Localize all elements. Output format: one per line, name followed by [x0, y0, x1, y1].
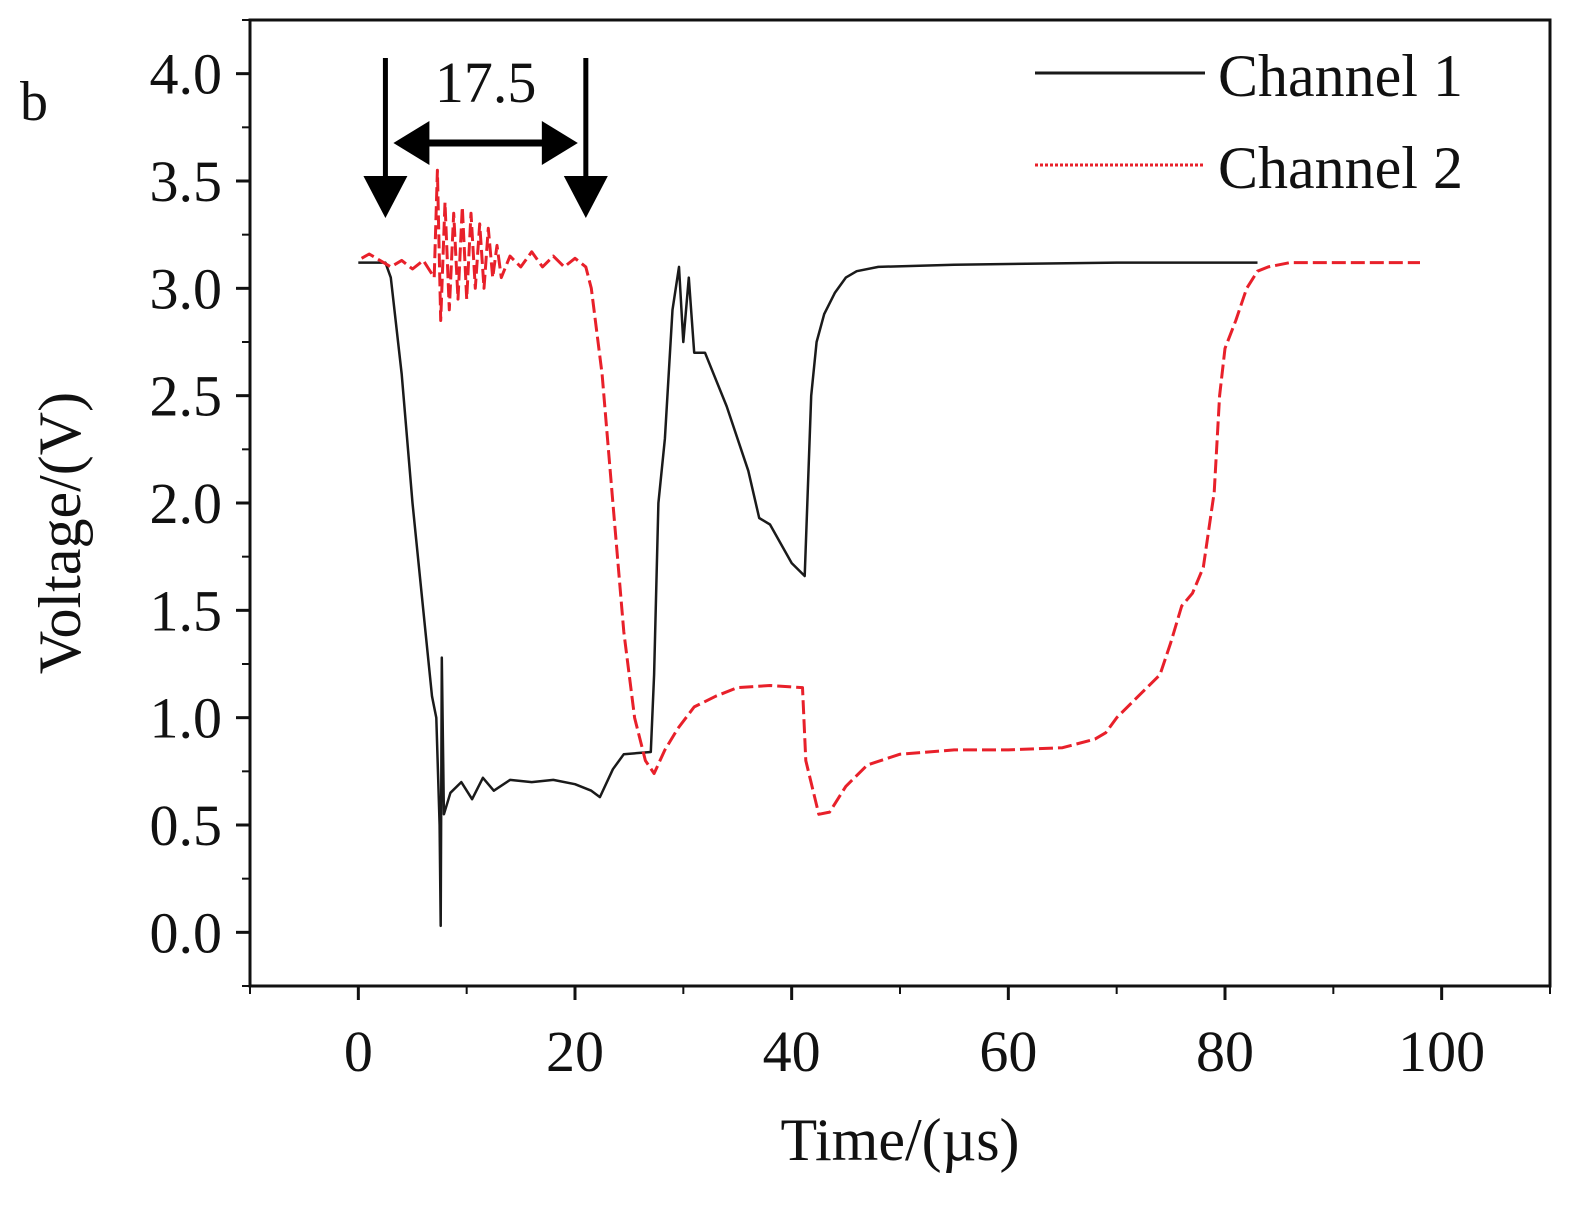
span-arrow-head-right [541, 121, 578, 165]
y-tick-label: 3.5 [150, 149, 223, 214]
y-tick-label: 0.0 [150, 900, 223, 965]
y-axis-ticks: 0.0 0.5 1.0 1.5 2.0 2.5 3.0 3.5 4.0 [150, 19, 250, 987]
x-tick-label: 20 [546, 1019, 604, 1084]
x-tick-label: 40 [763, 1019, 821, 1084]
y-tick-label: 1.0 [150, 686, 223, 751]
legend-label-channel-1: Channel 1 [1218, 43, 1463, 109]
legend: Channel 1 Channel 2 [1035, 43, 1463, 201]
y-tick-label: 4.0 [150, 42, 223, 107]
y-tick-label: 2.5 [150, 364, 223, 429]
x-tick-label: 0 [344, 1019, 373, 1084]
x-axis-ticks: 0 20 40 60 80 100 [249, 986, 1551, 1084]
x-tick-label: 60 [979, 1019, 1037, 1084]
marker-arrow-head-1 [363, 176, 408, 218]
y-axis-title: Voltage/(V) [27, 392, 93, 674]
legend-label-channel-2: Channel 2 [1218, 135, 1463, 201]
marker-arrow-head-2 [563, 176, 608, 218]
panel-label: b [20, 71, 48, 133]
x-axis-title: Time/(µs) [780, 1107, 1019, 1173]
series-line-2 [360, 168, 1420, 816]
span-label: 17.5 [435, 50, 537, 115]
annotation-layer: 17.5 [363, 50, 608, 218]
span-arrow-head-left [393, 121, 430, 165]
series-layer [358, 168, 1420, 928]
x-tick-label: 100 [1398, 1019, 1485, 1084]
y-tick-label: 3.0 [150, 256, 223, 321]
y-tick-label: 2.0 [150, 471, 223, 536]
x-tick-label: 80 [1196, 1019, 1254, 1084]
y-tick-label: 0.5 [150, 793, 223, 858]
y-tick-label: 1.5 [150, 578, 223, 643]
series-line-1 [358, 261, 1258, 928]
